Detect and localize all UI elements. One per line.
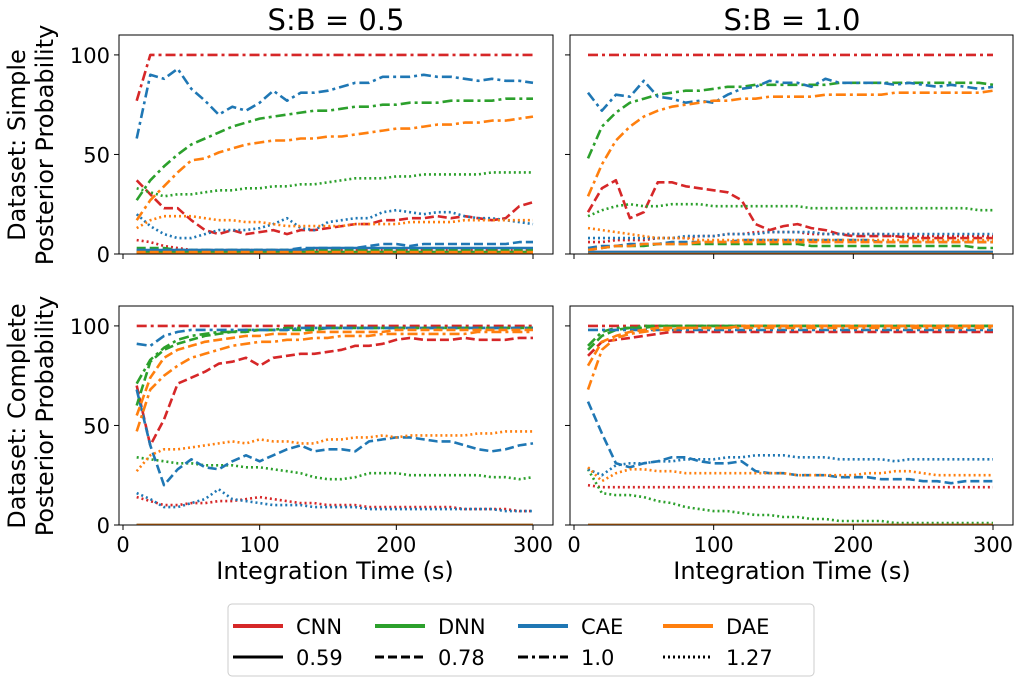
- row-label-simple-line2: Posterior Probability: [31, 25, 59, 266]
- series-line-dae-1-0: [586, 89, 994, 197]
- series-line-cae-1-27: [136, 487, 533, 513]
- series-line-dnn-1-27: [586, 468, 993, 525]
- row-label-simple-line1: Dataset: Simple: [3, 49, 31, 241]
- series-line-dae-1-0: [135, 330, 533, 432]
- legend-item-cnn: CNN: [233, 615, 342, 639]
- row-label-complete-line1: Dataset: Complete: [3, 303, 31, 528]
- x-tick-label: 100: [694, 533, 734, 557]
- legend-label: CNN: [296, 615, 342, 639]
- legend-label: DAE: [726, 615, 769, 639]
- column-title-right: S:B = 1.0: [724, 3, 861, 37]
- legend-item-dnn: DNN: [375, 615, 486, 639]
- plot-frame: [118, 305, 554, 526]
- series-line-dnn-1-27: [136, 456, 534, 481]
- legend-item-cae: CAE: [518, 615, 623, 639]
- x-axis-label-right: Integration Time (s): [673, 557, 910, 585]
- series-line-cnn-0-78: [586, 179, 993, 240]
- column-title-left: S:B = 0.5: [268, 3, 405, 37]
- x-tick-label: 200: [376, 533, 416, 557]
- series-line-cae-1-0: [136, 326, 533, 348]
- series-line-cnn-1-0: [135, 53, 533, 102]
- series-line-dae-1-27: [587, 466, 993, 483]
- series-line-cnn-0-78: [135, 179, 534, 236]
- plot-panels: 0 50 100 0 100 200 300 0 50 100 0 100 200 300: [70, 34, 1014, 557]
- legend-item-style-0-59: 0.59: [233, 646, 343, 670]
- series-line-cae-0-78: [586, 401, 993, 485]
- series-line-dae-0-78: [586, 324, 993, 367]
- legend-items: CNN DNN CAE DAE 0.59 0.78 1.0 1.27: [233, 615, 773, 670]
- panel-3: 0 100 200 300 0 50 100: [70, 305, 554, 557]
- panel-2: [565, 34, 1014, 259]
- x-tick-label: 300: [973, 533, 1013, 557]
- y-tick-label: 50: [83, 143, 110, 167]
- legend: CNN DNN CAE DAE 0.59 0.78 1.0 1.27: [227, 603, 815, 677]
- series-line-dae-1-0: [135, 115, 534, 221]
- x-tick-label: 0: [116, 533, 129, 557]
- row-label-complete-line2: Posterior Probability: [31, 296, 59, 537]
- legend-label: DNN: [438, 615, 486, 639]
- legend-item-style-1-27: 1.27: [663, 646, 773, 670]
- y-tick-label: 100: [70, 44, 110, 68]
- legend-box: [227, 603, 815, 677]
- x-axis-label-left: Integration Time (s): [216, 557, 453, 585]
- plot-frame: [569, 34, 1014, 255]
- series-line-cae-1-27: [587, 453, 993, 477]
- series-line-cae-1-0: [135, 67, 534, 139]
- legend-item-dae: DAE: [663, 615, 769, 639]
- series-line-cae-0-78: [136, 240, 533, 252]
- legend-item-style-0-78: 0.78: [375, 646, 485, 670]
- series-line-cae-1-0: [586, 77, 994, 112]
- x-tick-label: 0: [567, 533, 580, 557]
- series-line-dnn-1-27: [136, 171, 533, 198]
- series-group: [135, 53, 534, 254]
- series-group: [586, 53, 994, 254]
- series-line-dae-1-27: [136, 214, 533, 230]
- plot-frame: [118, 34, 554, 255]
- x-tick-label: 100: [240, 533, 280, 557]
- series-line-dnn-1-27: [587, 202, 993, 218]
- series-line-dae-1-27: [135, 430, 533, 473]
- series-line-cnn-1-27: [136, 495, 533, 513]
- series-line-cae-1-27: [135, 208, 534, 240]
- legend-label: 1.0: [581, 646, 614, 670]
- series-line-cnn-0-78: [587, 330, 993, 357]
- legend-label: 0.59: [296, 646, 343, 670]
- series-group: [135, 324, 534, 525]
- legend-item-style-1-0: 1.0: [518, 646, 614, 670]
- series-line-dae-1-0: [586, 326, 993, 391]
- panel-4: 0 100 200 300: [565, 305, 1014, 557]
- series-line-dnn-1-0: [135, 326, 533, 385]
- series-line-dae-0-78: [135, 328, 533, 416]
- y-tick-label: 0: [97, 243, 110, 267]
- plot-frame: [569, 305, 1014, 526]
- y-tick-label: 50: [83, 414, 110, 438]
- x-tick-label: 200: [833, 533, 873, 557]
- series-line-dnn-1-0: [586, 81, 994, 159]
- x-tick-label: 300: [513, 533, 553, 557]
- legend-label: CAE: [581, 615, 623, 639]
- series-group: [586, 324, 993, 525]
- series-line-dnn-1-0: [135, 97, 533, 201]
- y-tick-label: 0: [97, 514, 110, 538]
- series-line-dae-0-78: [587, 240, 993, 252]
- legend-label: 0.78: [438, 646, 485, 670]
- series-line-dnn-0-78: [588, 242, 993, 250]
- series-line-cae-0-78: [135, 389, 534, 487]
- series-line-cnn-1-27: [587, 483, 993, 489]
- legend-label: 1.27: [726, 646, 773, 670]
- panel-1: 0 50 100: [70, 34, 554, 267]
- series-line-cnn-0-78: [135, 336, 533, 447]
- y-tick-label: 100: [70, 315, 110, 339]
